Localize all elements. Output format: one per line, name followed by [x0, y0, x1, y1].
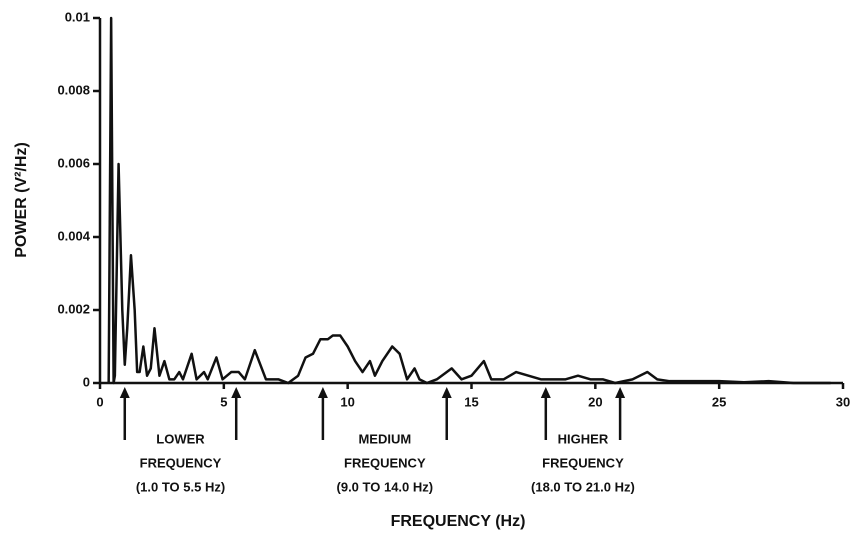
x-tick-label: 10 — [340, 394, 354, 409]
x-axis-label: FREQUENCY (Hz) — [391, 513, 526, 530]
annotation-text: (1.0 TO 5.5 Hz) — [136, 479, 225, 494]
annotation-text: (18.0 TO 21.0 Hz) — [531, 479, 635, 494]
arrow-head — [119, 387, 130, 398]
x-tick-label: 0 — [96, 394, 103, 409]
y-tick-label: 0 — [83, 374, 90, 389]
y-tick-label: 0.006 — [57, 155, 90, 170]
annotation-text: FREQUENCY — [542, 455, 624, 470]
annotation-text: FREQUENCY — [140, 455, 222, 470]
annotation-text: FREQUENCY — [344, 455, 426, 470]
arrow-head — [317, 387, 328, 398]
x-tick-label: 30 — [836, 394, 850, 409]
annotation-text: HIGHER — [558, 431, 609, 446]
x-tick-label: 20 — [588, 394, 602, 409]
arrow-head — [615, 387, 626, 398]
y-tick-label: 0.01 — [65, 9, 90, 24]
spectrum-line — [107, 16, 831, 385]
y-axis-label: POWER (V²/Hz) — [13, 142, 30, 258]
x-tick-label: 25 — [712, 394, 726, 409]
y-tick-label: 0.008 — [57, 82, 90, 97]
arrow-head — [540, 387, 551, 398]
y-tick-label: 0.004 — [57, 228, 90, 243]
arrow-head — [231, 387, 242, 398]
y-tick-label: 0.002 — [57, 301, 90, 316]
annotation-text: MEDIUM — [358, 431, 411, 446]
x-tick-label: 5 — [220, 394, 227, 409]
annotation-text: LOWER — [156, 431, 205, 446]
arrow-head — [441, 387, 452, 398]
x-tick-label: 15 — [464, 394, 478, 409]
annotation-text: (9.0 TO 14.0 Hz) — [337, 479, 434, 494]
